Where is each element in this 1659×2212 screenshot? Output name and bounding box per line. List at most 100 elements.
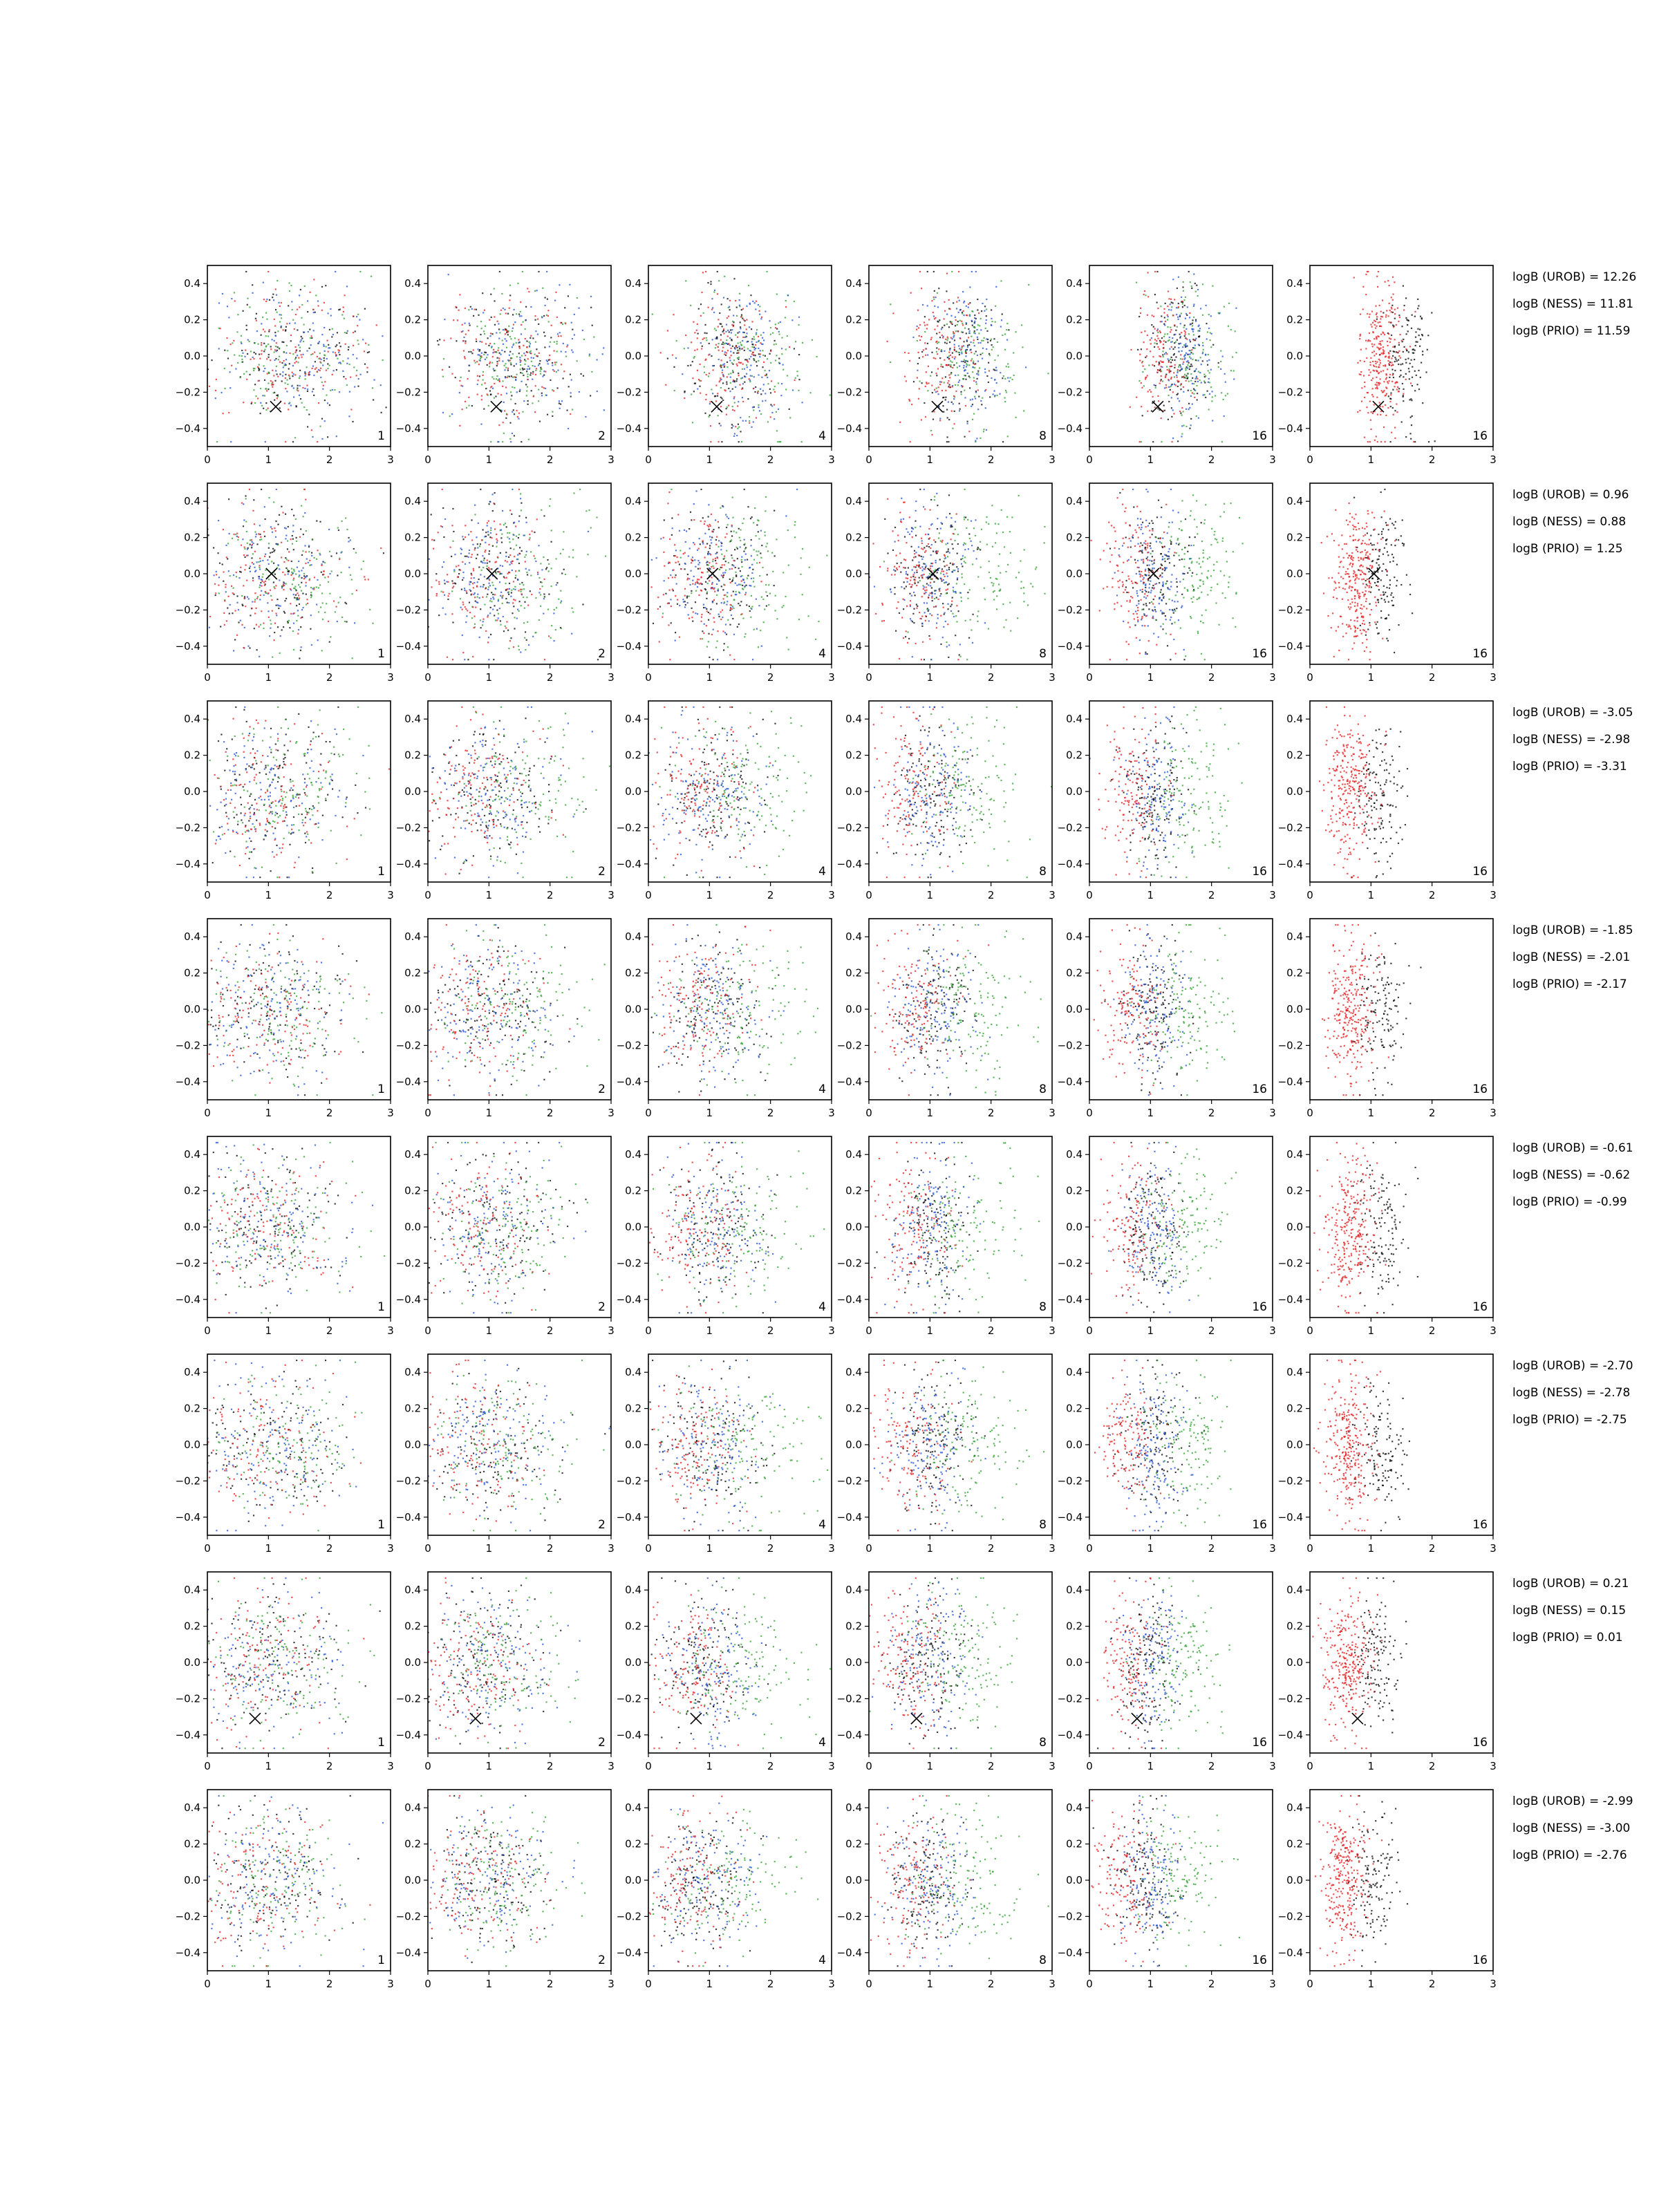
point-red xyxy=(1154,270,1156,273)
point-black xyxy=(932,270,935,273)
point-blue xyxy=(713,587,715,589)
point-red xyxy=(742,336,744,338)
point-red xyxy=(1147,391,1149,393)
point-blue xyxy=(961,385,963,387)
point-black xyxy=(364,308,366,310)
point-red xyxy=(1367,441,1369,443)
point-black xyxy=(773,585,775,587)
point-black xyxy=(452,621,454,624)
point-green xyxy=(576,360,578,362)
point-blue xyxy=(559,284,561,286)
point-blue xyxy=(963,301,965,303)
point-green xyxy=(526,390,528,392)
point-green xyxy=(919,380,921,382)
point-red xyxy=(1168,379,1170,381)
point-red xyxy=(1373,350,1375,353)
point-blue xyxy=(731,329,733,331)
point-black xyxy=(252,577,254,579)
point-red xyxy=(1159,355,1161,357)
point-green xyxy=(1185,368,1187,370)
point-black xyxy=(1407,351,1409,353)
point-black xyxy=(1411,376,1414,378)
point-green xyxy=(303,406,306,409)
point-red xyxy=(297,390,299,392)
point-red xyxy=(508,307,510,309)
point-black xyxy=(480,333,482,336)
point-red xyxy=(1367,391,1369,394)
point-black xyxy=(511,395,513,397)
point-red xyxy=(1152,356,1154,358)
point-red xyxy=(1399,334,1401,336)
point-blue xyxy=(225,591,227,593)
point-blue xyxy=(545,394,547,396)
point-red xyxy=(1387,315,1389,317)
y-tick-label: 0.0 xyxy=(1286,350,1303,362)
point-blue xyxy=(313,374,315,377)
point-blue xyxy=(511,346,513,348)
point-red xyxy=(953,332,955,335)
point-black xyxy=(313,394,315,396)
point-red xyxy=(673,314,675,316)
point-red xyxy=(700,379,702,382)
point-green xyxy=(348,364,350,366)
point-red xyxy=(271,599,273,601)
point-blue xyxy=(227,570,229,572)
point-green xyxy=(549,505,551,507)
point-blue xyxy=(758,605,760,607)
point-black xyxy=(1394,317,1396,319)
point-red xyxy=(274,325,276,327)
point-black xyxy=(524,601,526,603)
point-green xyxy=(326,394,328,396)
point-red xyxy=(922,356,924,358)
point-green xyxy=(293,568,295,571)
point-blue xyxy=(252,542,254,545)
point-blue xyxy=(704,607,706,609)
point-black xyxy=(987,339,989,341)
x-marker xyxy=(270,400,282,413)
x-tick-label: 1 xyxy=(706,453,713,466)
point-blue xyxy=(504,338,506,340)
point-red xyxy=(709,425,711,427)
point-green xyxy=(552,389,554,391)
point-black xyxy=(747,559,749,561)
point-red xyxy=(500,394,503,396)
point-red xyxy=(443,339,445,341)
point-red xyxy=(487,616,489,618)
point-red xyxy=(461,409,463,411)
point-red xyxy=(489,568,491,570)
point-red xyxy=(1174,324,1176,326)
point-black xyxy=(289,627,291,629)
point-blue xyxy=(535,330,537,332)
point-black xyxy=(269,556,271,558)
point-green xyxy=(551,625,553,627)
point-black xyxy=(249,543,251,545)
point-green xyxy=(702,312,704,314)
point-red xyxy=(245,564,247,566)
point-blue xyxy=(328,347,330,349)
point-blue xyxy=(271,339,273,341)
point-green xyxy=(685,280,687,282)
point-blue xyxy=(964,369,966,371)
point-red xyxy=(886,340,888,342)
point-red xyxy=(918,335,920,337)
point-green xyxy=(1183,344,1185,346)
point-blue xyxy=(279,579,281,581)
point-red xyxy=(1369,313,1371,315)
point-red xyxy=(948,380,950,382)
point-black xyxy=(1150,410,1152,412)
point-green xyxy=(699,379,701,382)
point-green xyxy=(800,557,802,559)
y-tick-label: −0.2 xyxy=(837,386,862,398)
point-blue xyxy=(693,542,695,544)
point-blue xyxy=(969,399,971,401)
point-red xyxy=(735,363,738,365)
point-green xyxy=(1202,348,1204,350)
point-green xyxy=(943,382,945,384)
point-green xyxy=(265,388,267,390)
point-blue xyxy=(281,587,283,589)
point-red xyxy=(458,309,460,311)
point-green xyxy=(739,349,741,351)
point-green xyxy=(977,324,979,326)
point-blue xyxy=(753,348,756,350)
point-green xyxy=(289,402,291,404)
